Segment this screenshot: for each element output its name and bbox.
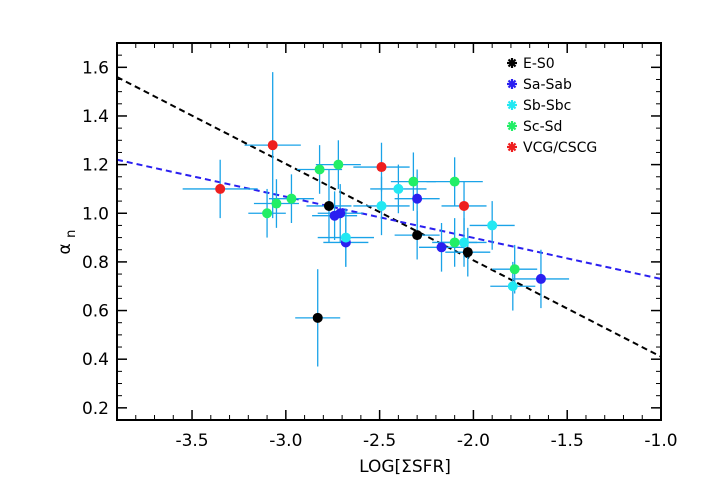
data-point-vcg-cscg — [459, 200, 470, 211]
data-point-sb-sbc — [376, 200, 387, 211]
legend-item-vcg-cscg: VCG/CSCG — [507, 140, 597, 156]
data-point-sc-sd — [262, 208, 273, 219]
legend-label: E-S0 — [523, 56, 555, 72]
data-point-sb-sbc — [459, 237, 470, 248]
legend-label: Sc-Sd — [523, 119, 562, 135]
data-point-sc-sd — [333, 159, 344, 170]
data-point-sc-sd — [449, 176, 460, 187]
y-axis-label-sub: n — [64, 230, 79, 238]
error-bars-layer — [182, 72, 570, 367]
y-axis-label-main: α — [55, 243, 75, 254]
y-tick-label: 0.6 — [82, 302, 109, 322]
x-tick-label: -3.0 — [269, 431, 302, 451]
data-point-sc-sd — [271, 198, 282, 209]
data-point-sb-sbc — [507, 281, 518, 292]
fit-lines-layer — [116, 76, 662, 358]
legend-item-e-s0: E-S0 — [507, 56, 555, 72]
data-point-sa-sab — [535, 273, 546, 284]
legend-marker — [507, 58, 517, 68]
data-point-sa-sab — [412, 193, 423, 204]
x-tick-label: -1.5 — [551, 431, 584, 451]
legend-label: VCG/CSCG — [523, 140, 597, 156]
fit-black-dashed — [116, 76, 662, 358]
x-tick-label: -2.5 — [363, 431, 396, 451]
y-tick-label: 1.0 — [82, 204, 109, 224]
data-point-sc-sd — [408, 176, 419, 187]
x-axis-label: LOG[ΣSFR] — [359, 457, 451, 477]
y-tick-label: 1.4 — [82, 107, 109, 127]
legend-label: Sb-Sbc — [523, 98, 571, 114]
legend-marker — [507, 79, 517, 89]
data-point-sc-sd — [314, 164, 325, 175]
plot-frame — [116, 42, 662, 421]
axes-layer: -3.5 -3.0 -2.5 -2.0 -1.5 -1.0 0.2 0.4 0.6 0.8 1.0 1… — [82, 43, 678, 451]
legend-marker — [507, 121, 517, 131]
y-tick-label: 1.6 — [82, 58, 109, 78]
data-point-e-s0 — [323, 200, 334, 211]
legend-item-sc-sd: Sc-Sd — [507, 119, 562, 135]
data-point-e-s0 — [412, 230, 423, 241]
legend-item-sa-sab: Sa-Sab — [507, 77, 572, 93]
data-point-vcg-cscg — [267, 140, 278, 151]
data-point-vcg-cscg — [376, 162, 387, 173]
legend-label: Sa-Sab — [523, 77, 572, 93]
legend-marker — [507, 142, 517, 152]
data-point-sa-sab — [335, 208, 346, 219]
data-point-e-s0 — [462, 247, 473, 258]
legend-marker — [507, 100, 517, 110]
data-point-sb-sbc — [340, 232, 351, 243]
legend-item-sb-sbc: Sb-Sbc — [507, 98, 571, 114]
fit-blue-dashed — [116, 158, 662, 280]
data-point-sb-sbc — [487, 220, 498, 231]
y-axis-label: α n — [55, 230, 79, 255]
data-point-sb-sbc — [393, 183, 404, 194]
x-tick-label: -3.5 — [175, 431, 208, 451]
data-point-sc-sd — [286, 193, 297, 204]
y-tick-label: 0.8 — [82, 253, 109, 273]
y-tick-label: 1.2 — [82, 156, 109, 176]
y-tick-label: 0.2 — [82, 399, 109, 419]
data-points-layer — [215, 140, 546, 323]
data-point-e-s0 — [312, 312, 323, 323]
x-tick-label: -1.0 — [644, 431, 677, 451]
y-tick-label: 0.4 — [82, 350, 109, 370]
data-point-sa-sab — [436, 242, 447, 253]
legend: E-S0 Sa-Sab Sb-Sbc Sc-Sd VCG/CSCG — [507, 56, 597, 156]
data-point-vcg-cscg — [215, 183, 226, 194]
x-tick-label: -2.0 — [457, 431, 490, 451]
data-point-sc-sd — [449, 237, 460, 248]
data-point-sc-sd — [509, 264, 520, 275]
